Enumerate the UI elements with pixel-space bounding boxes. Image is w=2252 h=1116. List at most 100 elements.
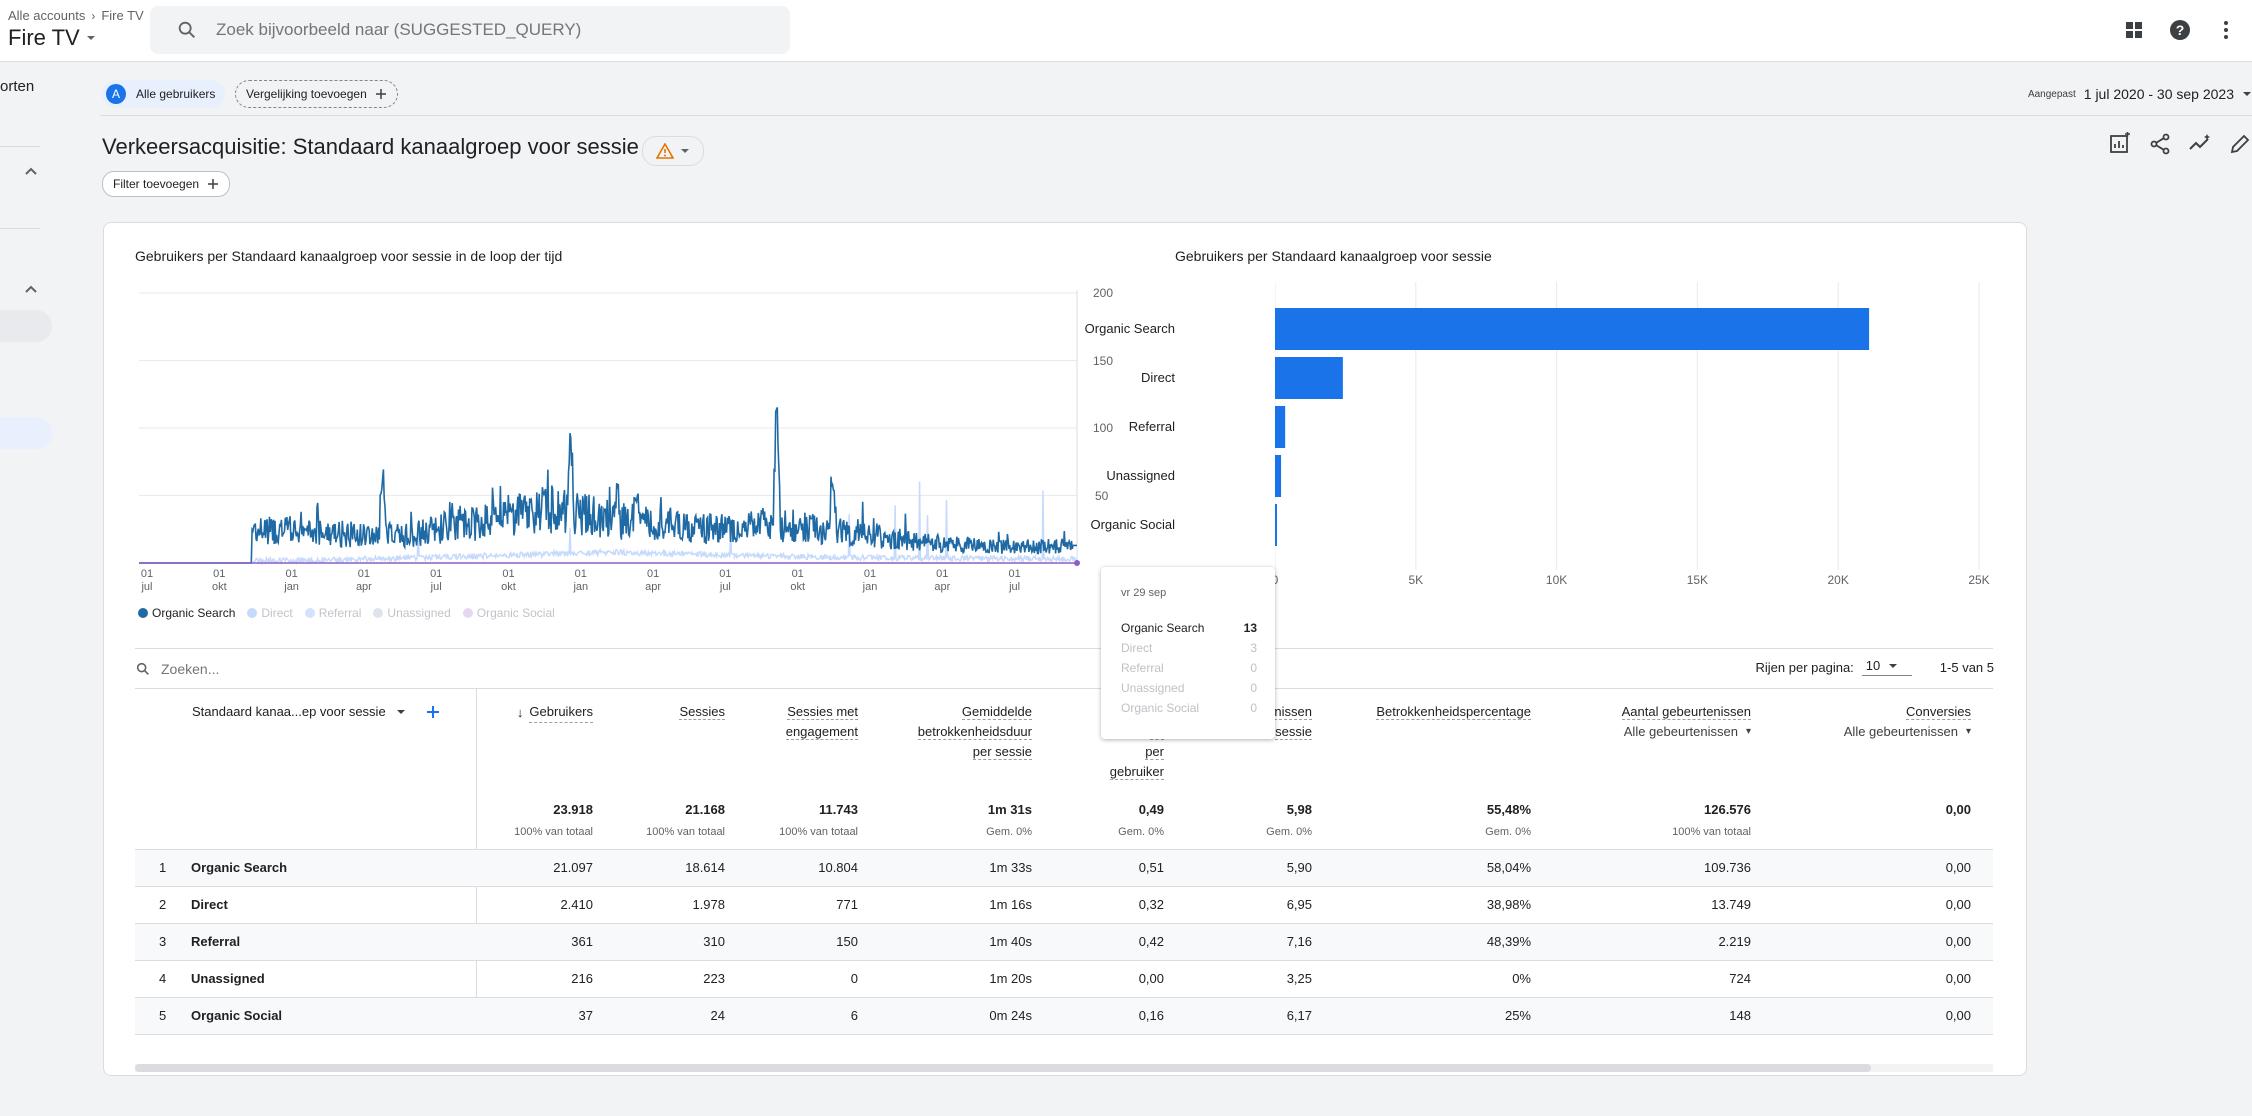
bar-category-label: Organic Social xyxy=(1090,517,1175,532)
bar[interactable] xyxy=(1275,406,1286,448)
column-header[interactable]: Conversies Alle gebeurtenissen ▾ xyxy=(1761,702,1971,742)
column-header-line: Gemiddelde xyxy=(872,702,1032,722)
date-range-picker[interactable]: Aangepast 1 jul 2020 - 30 sep 2023 xyxy=(2028,86,2252,102)
event-selector[interactable]: Alle gebeurtenissen ▾ xyxy=(1541,722,1751,742)
event-selector[interactable]: Alle gebeurtenissen ▾ xyxy=(1761,722,1971,742)
total-value: 21.168 xyxy=(685,802,725,817)
caret-down-icon xyxy=(396,710,405,714)
series-organic-search-line xyxy=(139,407,1077,564)
column-header-line: nissen xyxy=(1192,702,1312,722)
column-header-label: betrokkenheidsduur xyxy=(917,724,1032,740)
add-dimension-icon[interactable] xyxy=(426,705,440,719)
legend-item[interactable]: Direct xyxy=(247,606,293,620)
total-subtext: Gem. 0% xyxy=(1266,826,1312,838)
column-header-label: Gemiddelde xyxy=(961,704,1032,720)
sidebar-item[interactable] xyxy=(0,310,52,342)
legend-item[interactable]: Unassigned xyxy=(373,606,451,620)
column-header[interactable]: Sessies met engagement xyxy=(738,702,858,742)
column-header[interactable]: Aantal gebeurtenissen Alle gebeurtenissen… xyxy=(1541,702,1751,742)
line-chart[interactable] xyxy=(135,280,1145,580)
row-metric-value: 21.097 xyxy=(553,860,593,875)
row-metric-value: 48,39% xyxy=(1486,934,1531,949)
chevron-up-icon[interactable] xyxy=(24,164,38,178)
row-metric-value: 0% xyxy=(1512,971,1531,986)
legend-dot xyxy=(138,608,148,618)
add-filter-button[interactable]: Filter toevoegen xyxy=(102,171,231,197)
line-chart-title: Gebruikers per Standaard kanaalgroep voo… xyxy=(135,248,563,264)
table-row[interactable]: 5 Organic Social 37 24 6 0m 24s 0,16 6,17 25% 148… xyxy=(135,997,1993,1035)
sidebar-divider xyxy=(0,228,40,229)
add-comparison-button[interactable]: Vergelijking toevoegen xyxy=(235,80,398,108)
caret-down-icon xyxy=(1889,663,1898,668)
search-bar[interactable] xyxy=(150,6,790,54)
column-header[interactable]: ↓ Gebruikers xyxy=(443,702,593,723)
sidebar-item-label[interactable]: orten xyxy=(0,78,35,95)
column-header-label: engagement xyxy=(785,724,858,740)
help-icon[interactable]: ? xyxy=(2168,18,2192,42)
row-index: 1 xyxy=(159,860,167,875)
sidebar-item-selected[interactable] xyxy=(0,417,52,449)
total-value: 126.576 xyxy=(1704,802,1751,817)
bar[interactable] xyxy=(1275,455,1282,497)
property-selector[interactable]: Fire TV xyxy=(8,25,96,51)
bar[interactable] xyxy=(1275,357,1343,399)
report-warning-menu[interactable] xyxy=(642,136,704,166)
column-header[interactable]: Betrokkenheidspercentage xyxy=(1321,702,1531,722)
rows-per-page-label: Rijen per pagina: xyxy=(1755,659,1854,675)
divider xyxy=(135,1034,1993,1035)
column-header-label: Sessies xyxy=(679,704,725,720)
row-index: 2 xyxy=(159,897,167,912)
share-icon[interactable] xyxy=(2148,132,2172,156)
legend-dot xyxy=(304,608,315,618)
horizontal-scrollbar[interactable] xyxy=(135,1064,1871,1072)
column-header[interactable]: Gemiddelde betrokkenheidsduur per sessie xyxy=(872,702,1032,762)
legend-item[interactable]: Organic Search xyxy=(138,606,235,620)
column-header[interactable]: Sessies xyxy=(605,702,725,722)
dimension-header[interactable]: Standaard kanaa...ep voor sessie xyxy=(192,702,440,722)
breadcrumb-accounts[interactable]: Alle accounts xyxy=(8,8,86,23)
legend-label: Direct xyxy=(261,606,293,620)
row-metric-value: 58,04% xyxy=(1486,860,1531,875)
table-row[interactable]: 3 Referral 361 310 150 1m 40s 0,42 7,16 48,39% 2.… xyxy=(135,923,1993,961)
legend-item[interactable]: Referral xyxy=(304,606,362,620)
column-header-line: engagement xyxy=(738,722,858,742)
hover-point xyxy=(1074,560,1080,566)
edit-icon[interactable] xyxy=(2228,132,2252,156)
legend-item[interactable]: Organic Social xyxy=(462,606,555,620)
legend-label: Referral xyxy=(318,606,362,620)
table-search-input[interactable] xyxy=(159,660,463,678)
row-index: 4 xyxy=(159,971,167,986)
row-metric-value: 5,90 xyxy=(1286,860,1312,875)
row-metric-value: 1m 16s xyxy=(989,897,1032,912)
x-tick-label: 01 jan xyxy=(284,568,299,593)
customize-report-icon[interactable] xyxy=(2108,132,2132,156)
segment-chip[interactable]: A Alle gebruikers xyxy=(102,80,226,108)
chevron-up-icon[interactable] xyxy=(24,282,38,296)
caret-down-icon xyxy=(681,149,689,153)
dimension-header-label: Standaard kanaa...ep voor sessie xyxy=(192,704,386,719)
divider xyxy=(135,648,1993,649)
bar[interactable] xyxy=(1275,308,1870,350)
search-input[interactable] xyxy=(214,19,778,41)
insights-icon[interactable] xyxy=(2188,132,2212,156)
total-value: 0,49 xyxy=(1138,802,1164,817)
breadcrumb-property[interactable]: Fire TV xyxy=(101,8,144,23)
bar[interactable] xyxy=(1275,504,1277,546)
more-vert-icon[interactable] xyxy=(2214,18,2238,42)
bar-category-label: Referral xyxy=(1128,419,1175,434)
row-metric-value: 150 xyxy=(836,934,858,949)
segment-letter: A xyxy=(106,84,126,104)
plus-icon xyxy=(375,89,386,99)
rows-per-page-select[interactable]: 10 xyxy=(1861,658,1912,676)
bar-chart[interactable] xyxy=(1275,280,2005,580)
column-header-label: sessie xyxy=(1275,724,1312,740)
table-row[interactable]: 1 Organic Search 21.097 18.614 10.804 1m 33s 0… xyxy=(135,849,1993,887)
row-metric-value: 25% xyxy=(1504,1008,1531,1023)
sidebar-section-pill[interactable] xyxy=(0,274,52,304)
table-row[interactable]: 4 Unassigned 216 223 0 1m 20s 0,00 3,25 0% 724 0,0… xyxy=(135,960,1993,998)
row-metric-value: 24 xyxy=(710,1008,725,1023)
column-header[interactable]: nissen sessie xyxy=(1192,702,1312,742)
apps-grid-icon[interactable] xyxy=(2122,18,2146,42)
table-search[interactable] xyxy=(135,660,463,678)
table-row[interactable]: 2 Direct 2.410 1.978 771 1m 16s 0,32 6,95 38,98%… xyxy=(135,886,1993,924)
